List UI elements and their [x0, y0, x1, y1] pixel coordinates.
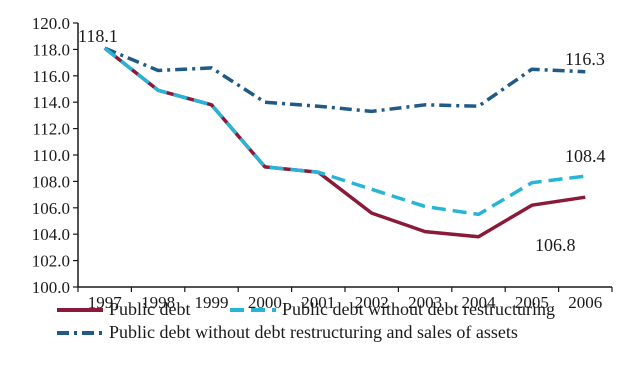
- x-tick-label: 2003: [408, 293, 442, 312]
- x-tick-label: 2002: [355, 293, 389, 312]
- x-tick-label: 2004: [462, 293, 497, 312]
- y-tick-label: 120.0: [32, 14, 70, 33]
- x-tick-label: 2006: [568, 293, 602, 312]
- y-axis: 100.0 102.0 104.0 106.0 108.0 110.0 112.0 114.0…: [32, 14, 79, 297]
- x-axis: 1997 1998 1999 2000 2001 2002 2003 2004 2005 2006: [77, 286, 613, 312]
- series-line-1: [103, 46, 586, 217]
- y-tick-label: 108.0: [32, 172, 70, 191]
- y-tick-label: 102.0: [32, 252, 70, 271]
- annotations: 118.1 116.3 108.4 106.8: [78, 26, 606, 255]
- y-tick-label: 110.0: [32, 146, 70, 165]
- y-tick-label: 106.0: [32, 199, 70, 218]
- x-tick-label: 2005: [515, 293, 549, 312]
- series-lines: [103, 46, 586, 239]
- y-tick-label: 114.0: [32, 93, 70, 112]
- x-tick-label: 2001: [301, 293, 335, 312]
- series-line-2: [104, 46, 586, 114]
- y-tick-label: 104.0: [32, 225, 70, 244]
- x-tick-label: 1998: [141, 293, 175, 312]
- annotation-assets-end-value: 116.3: [565, 49, 605, 69]
- annotation-public-debt-end-value: 106.8: [535, 235, 576, 255]
- y-tick-label: 118.0: [32, 40, 70, 59]
- x-tick-label: 2000: [248, 293, 282, 312]
- series-line-0: [103, 46, 586, 239]
- x-tick-label: 1997: [88, 293, 123, 312]
- annotation-restructuring-end-value: 108.4: [565, 146, 606, 166]
- annotation-start-value: 118.1: [78, 26, 118, 46]
- y-tick-label: 116.0: [32, 67, 70, 86]
- x-tick-label: 1999: [195, 293, 229, 312]
- y-tick-label: 112.0: [32, 120, 70, 139]
- y-tick-label: 100.0: [32, 278, 70, 297]
